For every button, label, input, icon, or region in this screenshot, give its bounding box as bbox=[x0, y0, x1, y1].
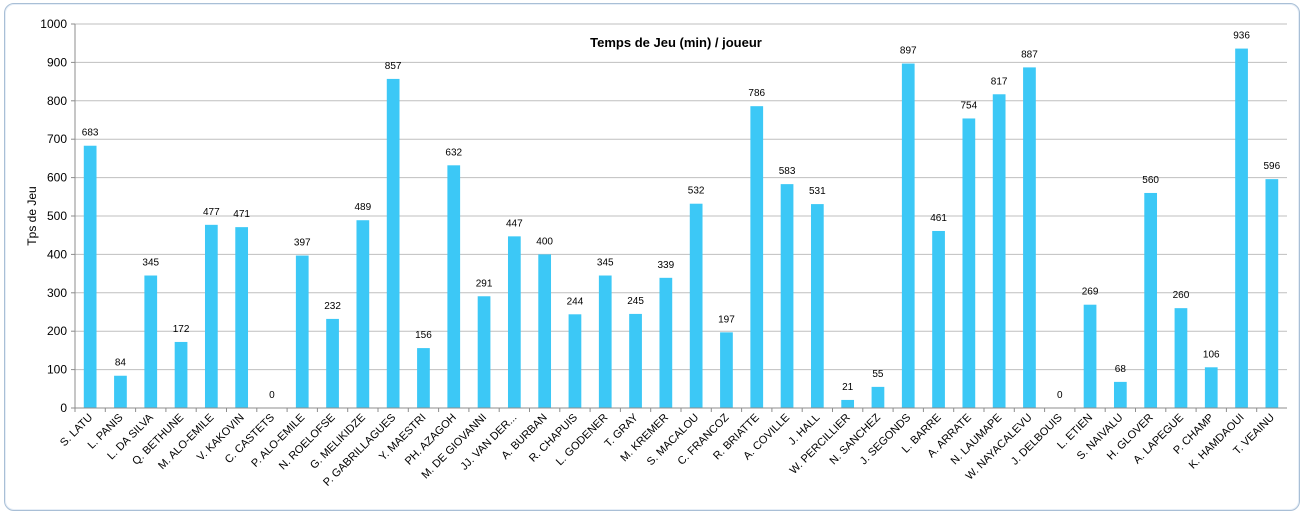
bar bbox=[750, 106, 764, 409]
bar bbox=[810, 204, 824, 408]
bar bbox=[598, 275, 612, 408]
y-axis-title: Tps de Jeu bbox=[25, 186, 39, 245]
data-label: 156 bbox=[415, 330, 432, 341]
data-label: 489 bbox=[355, 202, 372, 213]
bar bbox=[841, 399, 855, 408]
x-tick-label: P. ALO-EMILE bbox=[249, 412, 307, 470]
bar bbox=[386, 78, 400, 409]
bar bbox=[901, 63, 915, 408]
data-label: 84 bbox=[115, 358, 127, 369]
data-label: 244 bbox=[567, 296, 584, 307]
data-label: 447 bbox=[506, 218, 523, 229]
data-label: 400 bbox=[536, 236, 553, 247]
y-tick-label: 400 bbox=[47, 247, 67, 261]
bar bbox=[356, 220, 370, 408]
bar bbox=[447, 165, 461, 408]
data-label: 397 bbox=[294, 238, 311, 249]
data-label: 197 bbox=[718, 314, 735, 325]
bar bbox=[1144, 192, 1158, 408]
y-tick-label: 100 bbox=[47, 363, 67, 377]
data-label: 21 bbox=[842, 382, 854, 393]
data-label: 106 bbox=[1203, 349, 1220, 360]
bar bbox=[659, 277, 673, 408]
bar bbox=[871, 386, 885, 408]
y-tick-label: 500 bbox=[47, 209, 67, 223]
data-label: 583 bbox=[779, 166, 796, 177]
data-label: 786 bbox=[748, 88, 765, 99]
data-label: 532 bbox=[688, 186, 705, 197]
bar bbox=[204, 224, 218, 408]
bar bbox=[144, 275, 158, 408]
data-label: 291 bbox=[476, 278, 493, 289]
y-tick-label: 800 bbox=[47, 94, 67, 108]
bar bbox=[992, 94, 1006, 408]
bar bbox=[83, 145, 97, 408]
chart-title: Temps de Jeu (min) / joueur bbox=[590, 35, 762, 50]
y-tick-label: 200 bbox=[47, 324, 67, 338]
bar bbox=[568, 314, 582, 408]
data-label: 232 bbox=[324, 301, 341, 312]
data-label: 0 bbox=[269, 390, 275, 401]
data-label: 477 bbox=[203, 207, 220, 218]
bar bbox=[507, 236, 521, 408]
bar bbox=[538, 254, 552, 408]
data-label: 345 bbox=[597, 258, 614, 269]
bar bbox=[1023, 67, 1036, 408]
data-label: 345 bbox=[142, 258, 159, 269]
data-label: 936 bbox=[1233, 31, 1250, 42]
data-label: 531 bbox=[809, 186, 826, 197]
bar-layer bbox=[83, 48, 1279, 409]
data-label: 596 bbox=[1264, 161, 1281, 172]
data-label: 560 bbox=[1142, 175, 1159, 186]
bar bbox=[326, 318, 339, 408]
bar bbox=[720, 332, 733, 408]
y-tick-label: 1000 bbox=[40, 17, 67, 31]
y-tick-label: 600 bbox=[47, 171, 67, 185]
data-label: 817 bbox=[991, 76, 1008, 87]
bar bbox=[629, 313, 642, 408]
data-label: 172 bbox=[173, 324, 190, 335]
data-label: 0 bbox=[1057, 390, 1063, 401]
data-label: 68 bbox=[1115, 364, 1127, 375]
bar bbox=[1204, 367, 1218, 408]
data-label: 683 bbox=[82, 128, 99, 139]
data-label: 754 bbox=[961, 100, 978, 111]
chart-frame bbox=[4, 3, 1300, 511]
data-label: 857 bbox=[385, 61, 402, 72]
bar bbox=[295, 255, 309, 408]
bar bbox=[1174, 308, 1188, 408]
data-label: 260 bbox=[1173, 290, 1190, 301]
data-label: 471 bbox=[233, 209, 250, 220]
y-tick-label: 300 bbox=[47, 286, 67, 300]
bar bbox=[1083, 304, 1097, 408]
bar bbox=[962, 118, 976, 409]
bar bbox=[1265, 179, 1279, 408]
bar bbox=[932, 230, 945, 408]
bar bbox=[235, 227, 249, 408]
data-label: 55 bbox=[872, 369, 884, 380]
bar bbox=[417, 348, 430, 408]
y-tick-label: 900 bbox=[47, 55, 67, 69]
bar bbox=[780, 184, 794, 408]
grid-layer bbox=[71, 23, 1287, 412]
bar bbox=[477, 296, 491, 408]
data-label: 245 bbox=[627, 296, 644, 307]
bar bbox=[1235, 48, 1248, 409]
bar bbox=[114, 375, 127, 408]
bar bbox=[1113, 381, 1127, 408]
data-label: 897 bbox=[900, 46, 917, 57]
bar bbox=[689, 203, 703, 408]
y-tick-label: 700 bbox=[47, 132, 67, 146]
bar bbox=[174, 341, 188, 408]
data-label: 339 bbox=[658, 260, 675, 271]
data-label: 887 bbox=[1021, 49, 1038, 60]
data-label: 269 bbox=[1082, 287, 1099, 298]
data-label: 632 bbox=[445, 147, 462, 158]
y-tick-label: 0 bbox=[60, 401, 67, 415]
data-label: 461 bbox=[930, 213, 947, 224]
